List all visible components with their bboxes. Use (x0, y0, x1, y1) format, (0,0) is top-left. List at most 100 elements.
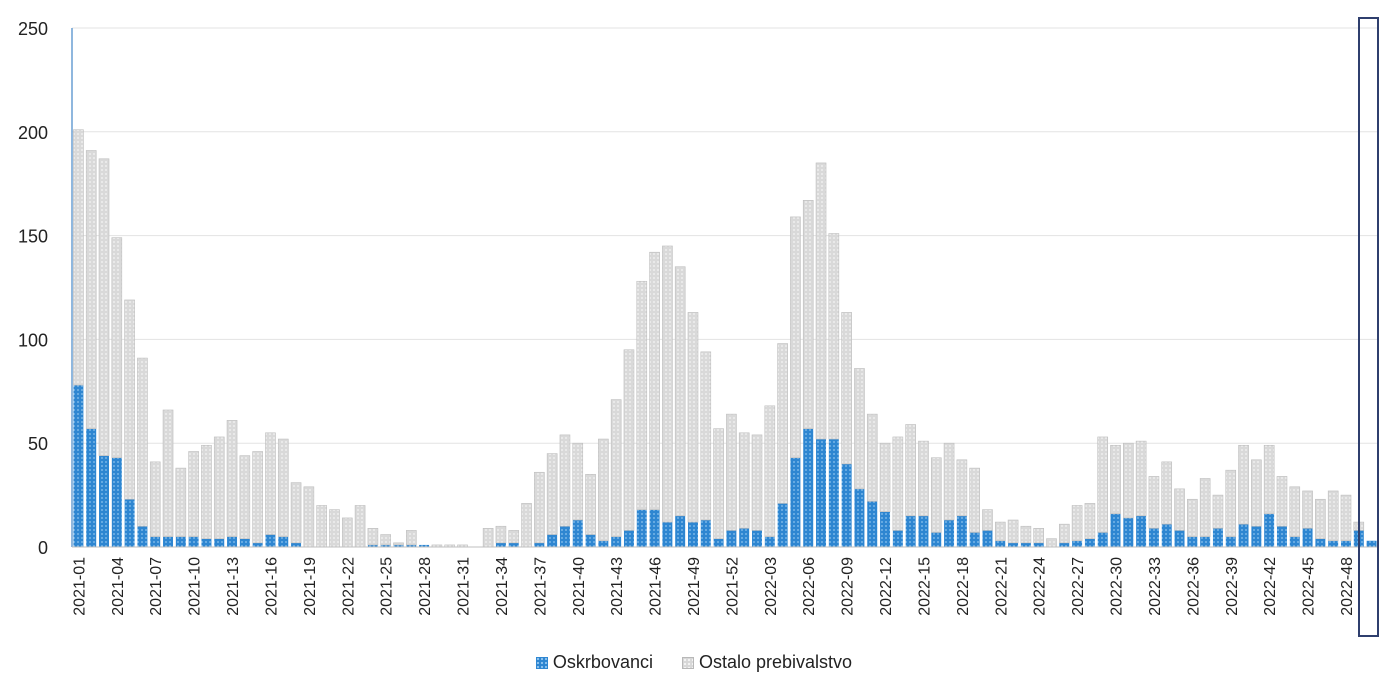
bar-oskrbovanci (278, 536, 289, 547)
bar-oskrbovanci (1225, 536, 1236, 547)
bar-ostalo-prebivalstvo (1263, 444, 1275, 515)
bar-oskrbovanci (1059, 542, 1070, 547)
bar-ostalo-prebivalstvo (239, 455, 251, 539)
bar-ostalo-prebivalstvo (252, 451, 263, 544)
bar-ostalo-prebivalstvo (149, 461, 161, 537)
x-tick-label: 2021-10 (187, 557, 204, 616)
bar-ostalo-prebivalstvo (623, 349, 635, 531)
bar-ostalo-prebivalstvo (777, 343, 788, 504)
bar-ostalo-prebivalstvo (1148, 476, 1160, 529)
x-tick-label: 2021-01 (71, 557, 88, 616)
bar-ostalo-prebivalstvo (265, 432, 276, 535)
bar-ostalo-prebivalstvo (201, 444, 212, 539)
x-tick-label: 2021-16 (263, 557, 280, 616)
bar-oskrbovanci (201, 538, 212, 547)
legend-label-ostalo-prebivalstvo: Ostalo prebivalstvo (698, 652, 853, 672)
bar-oskrbovanci (585, 534, 596, 547)
bar-oskrbovanci (1302, 528, 1313, 547)
bar-oskrbovanci (1072, 540, 1083, 547)
x-tick-label: 2022-45 (1301, 557, 1318, 616)
bar-oskrbovanci (777, 503, 788, 547)
bar-ostalo-prebivalstvo (1097, 436, 1109, 533)
bar-oskrbovanci (662, 522, 673, 547)
bar-oskrbovanci (828, 439, 839, 547)
x-tick-label: 2022-48 (1339, 557, 1356, 616)
legend-item-ostalo-prebivalstvo: Ostalo prebivalstvo (681, 652, 853, 673)
x-tick-label: 2021-25 (379, 557, 396, 616)
bar-oskrbovanci (73, 385, 84, 547)
y-axis: 0 50 100 150 200 250 (18, 19, 73, 558)
bar-oskrbovanci (406, 544, 417, 547)
bar-ostalo-prebivalstvo (1007, 519, 1019, 544)
bar-oskrbovanci (841, 463, 852, 547)
x-tick-label: 2022-21 (993, 557, 1010, 616)
bar-oskrbovanci (1148, 528, 1159, 547)
bar-oskrbovanci (1366, 540, 1377, 547)
bar-oskrbovanci (188, 536, 199, 547)
x-axis: 2021-01 2021-04 2021-07 2021-10 2021-13 2021-… (71, 546, 1378, 616)
bar-ostalo-prebivalstvo (1084, 503, 1096, 539)
x-tick-label: 2022-18 (955, 557, 972, 616)
bar-oskrbovanci (803, 428, 814, 547)
bar-oskrbovanci (752, 530, 763, 547)
bar-oskrbovanci (598, 540, 609, 547)
bar-ostalo-prebivalstvo (854, 368, 865, 490)
x-tick-label: 2021-43 (609, 557, 626, 616)
bar-ostalo-prebivalstvo (1251, 459, 1262, 527)
bar-ostalo-prebivalstvo (546, 453, 558, 535)
bar-oskrbovanci (764, 536, 775, 547)
bar-ostalo-prebivalstvo (790, 216, 801, 459)
bar-oskrbovanci (547, 534, 558, 547)
bar-oskrbovanci (150, 536, 161, 547)
bar-oskrbovanci (880, 511, 891, 547)
bar-oskrbovanci (559, 526, 570, 547)
legend: Oskrbovanci Ostalo prebivalstvo (0, 652, 1388, 674)
bar-oskrbovanci (1084, 538, 1095, 547)
x-tick-label: 2022-03 (763, 557, 780, 616)
bar-ostalo-prebivalstvo (1046, 538, 1057, 548)
bar-oskrbovanci (1238, 524, 1249, 547)
x-tick-label: 2021-49 (686, 557, 703, 616)
bar-oskrbovanci (367, 544, 378, 547)
bar-oskrbovanci (419, 544, 430, 547)
bar-oskrbovanci (611, 536, 622, 547)
bar-oskrbovanci (252, 542, 263, 547)
bar-oskrbovanci (380, 544, 391, 547)
x-tick-label: 2022-27 (1070, 557, 1087, 616)
bar-oskrbovanci (1123, 517, 1134, 547)
bar-ostalo-prebivalstvo (406, 530, 417, 546)
x-tick-label: 2021-04 (110, 557, 127, 616)
x-tick-label: 2022-06 (801, 557, 818, 616)
bar-ostalo-prebivalstvo (1212, 494, 1224, 529)
bar-ostalo-prebivalstvo (393, 542, 404, 546)
bar-oskrbovanci (1110, 513, 1121, 547)
bar-ostalo-prebivalstvo (329, 509, 340, 548)
bar-ostalo-prebivalstvo (1302, 490, 1313, 529)
bar-oskrbovanci (995, 540, 1006, 547)
bar-ostalo-prebivalstvo (1033, 528, 1044, 544)
bar-oskrbovanci (291, 542, 302, 547)
bar-ostalo-prebivalstvo (534, 471, 545, 544)
bar-ostalo-prebivalstvo (585, 474, 596, 535)
bar-oskrbovanci (649, 509, 660, 547)
bar-ostalo-prebivalstvo (98, 158, 110, 456)
bar-oskrbovanci (1264, 513, 1275, 547)
bar-ostalo-prebivalstvo (226, 420, 238, 537)
x-tick-label: 2022-39 (1224, 557, 1241, 616)
y-tick-label: 250 (18, 19, 48, 39)
bar-ostalo-prebivalstvo (572, 442, 584, 521)
bar-ostalo-prebivalstvo (1276, 476, 1288, 527)
bar-oskrbovanci (739, 528, 750, 547)
bar-ostalo-prebivalstvo (1225, 469, 1237, 537)
bar-ostalo-prebivalstvo (610, 399, 622, 537)
x-tick-label: 2021-31 (456, 557, 473, 616)
x-tick-label: 2022-15 (916, 557, 933, 616)
bar-ostalo-prebivalstvo (930, 457, 942, 533)
bar-ostalo-prebivalstvo (137, 357, 148, 527)
bar-oskrbovanci (137, 526, 148, 547)
bar-ostalo-prebivalstvo (802, 200, 814, 429)
bar-oskrbovanci (1008, 542, 1019, 547)
bar-oskrbovanci (1097, 532, 1108, 547)
bar-ostalo-prebivalstvo (188, 451, 199, 537)
bar-oskrbovanci (1289, 536, 1300, 547)
